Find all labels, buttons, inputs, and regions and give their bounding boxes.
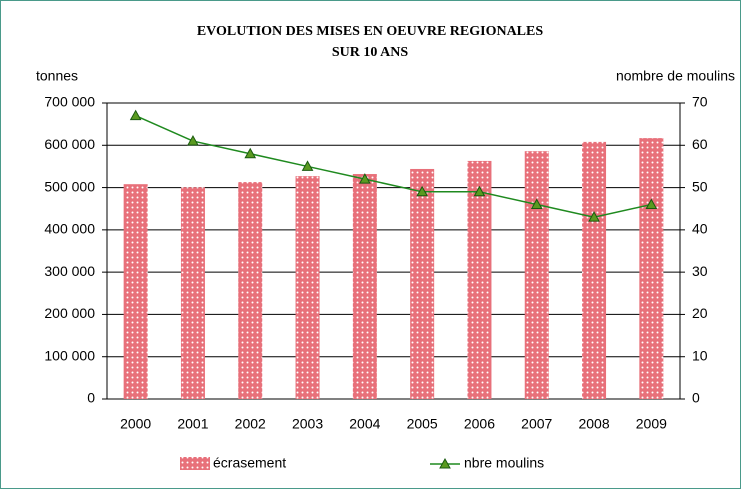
x-tick-label: 2009 [636, 416, 667, 432]
x-tick-label: 2004 [349, 416, 380, 432]
x-tick-label: 2002 [235, 416, 266, 432]
marker [416, 185, 428, 197]
y-axis-label: tonnes [36, 68, 78, 84]
legend-label: écrasement [213, 455, 286, 471]
y2-tick-label: 10 [692, 347, 708, 363]
marker [588, 211, 600, 222]
marker [129, 109, 142, 121]
bar [295, 176, 320, 399]
marker [645, 198, 658, 209]
x-tick-label: 2000 [120, 416, 151, 432]
line [135, 114, 652, 218]
y-tick-label: 500 000 [44, 178, 95, 194]
x-tick-label: 2003 [292, 416, 323, 432]
bar [639, 138, 664, 399]
legend-label: nbre moulins [464, 455, 544, 471]
y2-tick-label: 70 [692, 94, 708, 110]
bar [524, 151, 549, 399]
bar [123, 184, 148, 399]
y-tick-label: 200 000 [44, 305, 95, 321]
x-tick-label: 2008 [578, 416, 609, 432]
y-tick-label: 700 000 [44, 94, 95, 110]
marker [359, 173, 371, 184]
bar [467, 160, 492, 399]
y-tick-label: 400 000 [44, 221, 95, 237]
bar [238, 182, 263, 399]
marker [301, 160, 314, 171]
x-tick-label: 2005 [407, 416, 438, 432]
y2-axis-label: nombre de moulins [616, 68, 735, 84]
y-tick-label: 600 000 [44, 136, 95, 152]
legend-marker [439, 457, 451, 469]
chart-title: SUR 10 ANS [332, 45, 408, 60]
y2-tick-label: 30 [692, 263, 708, 279]
legend-swatch [180, 457, 210, 470]
marker [473, 185, 486, 197]
y2-tick-label: 60 [692, 136, 708, 152]
bar [410, 168, 435, 399]
marker [530, 198, 543, 209]
x-tick-label: 2001 [177, 416, 208, 432]
x-tick-label: 2006 [464, 416, 495, 432]
y2-tick-label: 40 [692, 221, 708, 237]
y2-tick-label: 0 [692, 390, 700, 406]
bar [180, 187, 205, 399]
bar [582, 141, 607, 399]
y-tick-label: 100 000 [44, 347, 95, 363]
y2-tick-label: 50 [692, 178, 708, 194]
bar [352, 174, 377, 399]
marker [244, 147, 257, 159]
y-tick-label: 300 000 [44, 263, 95, 279]
y2-tick-label: 20 [692, 305, 708, 321]
marker [187, 135, 199, 146]
chart-title: EVOLUTION DES MISES EN OEUVRE REGIONALES [197, 24, 544, 39]
y-tick-label: 0 [87, 390, 95, 406]
x-tick-label: 2007 [521, 416, 552, 432]
